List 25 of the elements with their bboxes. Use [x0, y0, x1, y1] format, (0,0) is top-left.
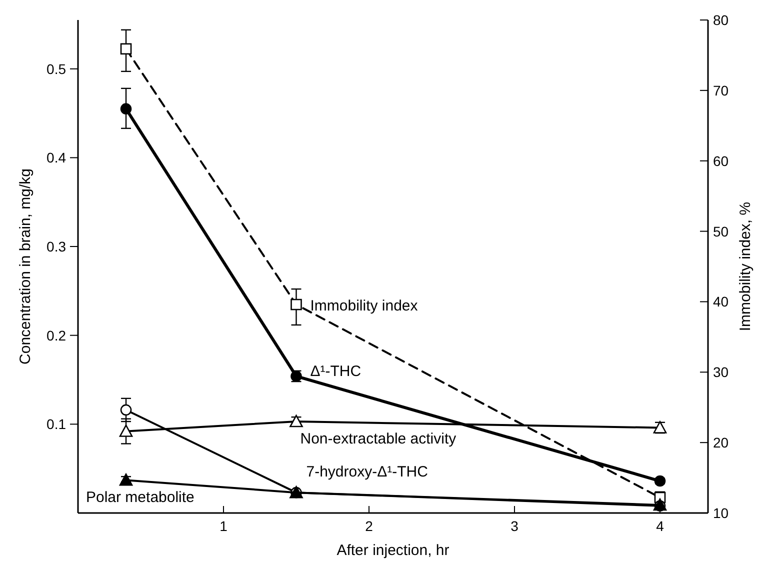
y2-tick-label: 20 — [713, 434, 729, 451]
series-label: Polar metabolite — [86, 489, 194, 506]
y2-tick-label: 60 — [713, 152, 729, 169]
x-tick-label: 1 — [220, 518, 228, 534]
series-label: Non-extractable activity — [300, 430, 457, 448]
y2-tick-label: 80 — [713, 12, 729, 28]
y-tick-label: 0.2 — [46, 327, 66, 344]
y2-tick-label: 40 — [713, 294, 729, 310]
y2-axis-title: Immobility index, % — [737, 202, 754, 332]
y-axis-title: Concentration in brain, mg/kg — [17, 168, 34, 364]
series-label: Δ¹-THC — [310, 363, 362, 380]
series-label: Immobility index — [310, 298, 418, 315]
y-tick-label: 0.4 — [46, 150, 66, 166]
y2-tick-label: 30 — [713, 364, 729, 380]
y2-tick-label: 70 — [713, 82, 729, 98]
y2-tick-label: 50 — [713, 223, 729, 240]
x-tick-label: 4 — [656, 518, 664, 534]
y-tick-label: 0.5 — [46, 60, 66, 77]
x-tick-label: 2 — [365, 518, 374, 534]
y-tick-label: 0.3 — [46, 238, 66, 255]
x-axis-title: After injection, hr — [336, 542, 450, 559]
y2-tick-label: 10 — [713, 505, 729, 521]
series-label: 7-hydroxy-Δ¹-THC — [306, 464, 428, 481]
x-tick-label: 3 — [510, 518, 519, 534]
y-tick-label: 0.1 — [46, 416, 66, 432]
